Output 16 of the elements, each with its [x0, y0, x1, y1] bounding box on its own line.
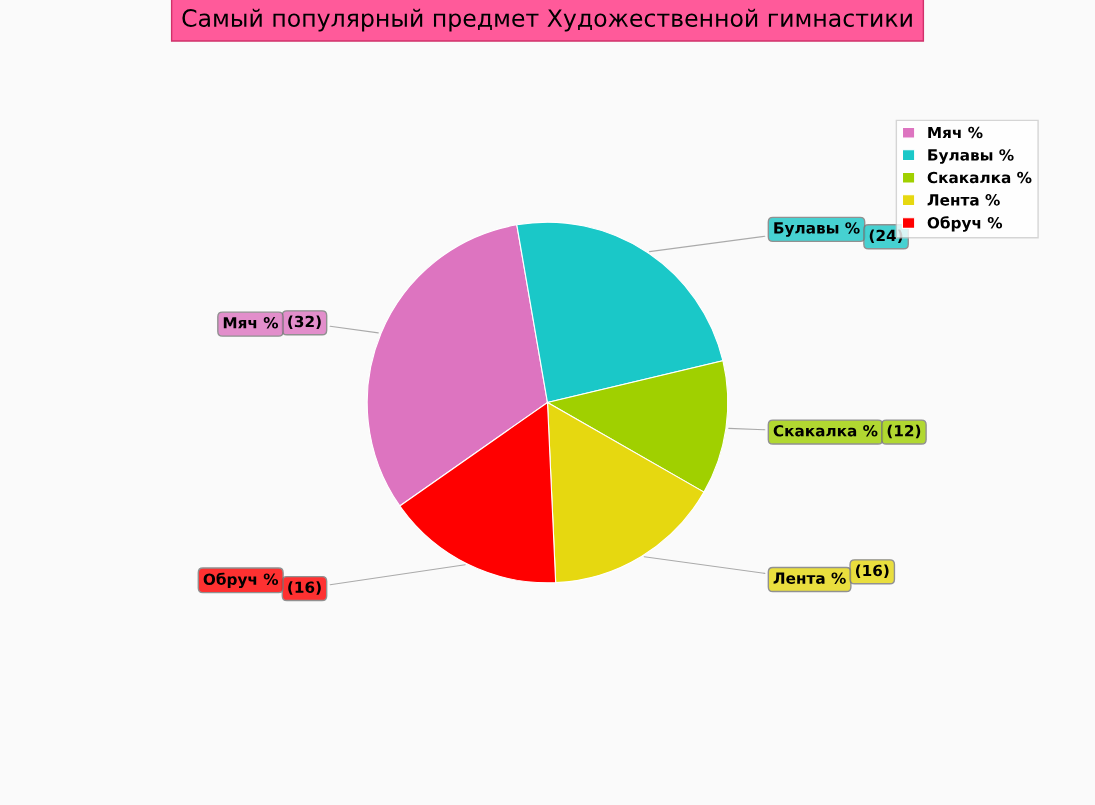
data-label: (16): [288, 581, 321, 595]
legend-label: Лента %: [927, 194, 1000, 206]
slice-label: Мяч %: [223, 317, 279, 329]
slice-label: Обруч %: [203, 572, 279, 589]
data-label: (16): [855, 564, 889, 579]
slice-label: Скакалка %: [773, 424, 878, 437]
legend-label: Скакалка %: [927, 171, 1032, 184]
slice-label: Булавы %: [774, 222, 860, 237]
slice-label: Лента %: [773, 572, 846, 584]
data-label: (24): [869, 229, 903, 244]
legend-label: Мяч %: [928, 126, 983, 139]
legend-label: Обруч %: [927, 216, 1003, 232]
data-label: (12): [887, 424, 921, 439]
legend-label: Булавы %: [928, 149, 1014, 164]
data-label: (32): [288, 315, 321, 330]
chart-title: Самый популярный предмет Художественной гимнастики: [182, 8, 912, 32]
